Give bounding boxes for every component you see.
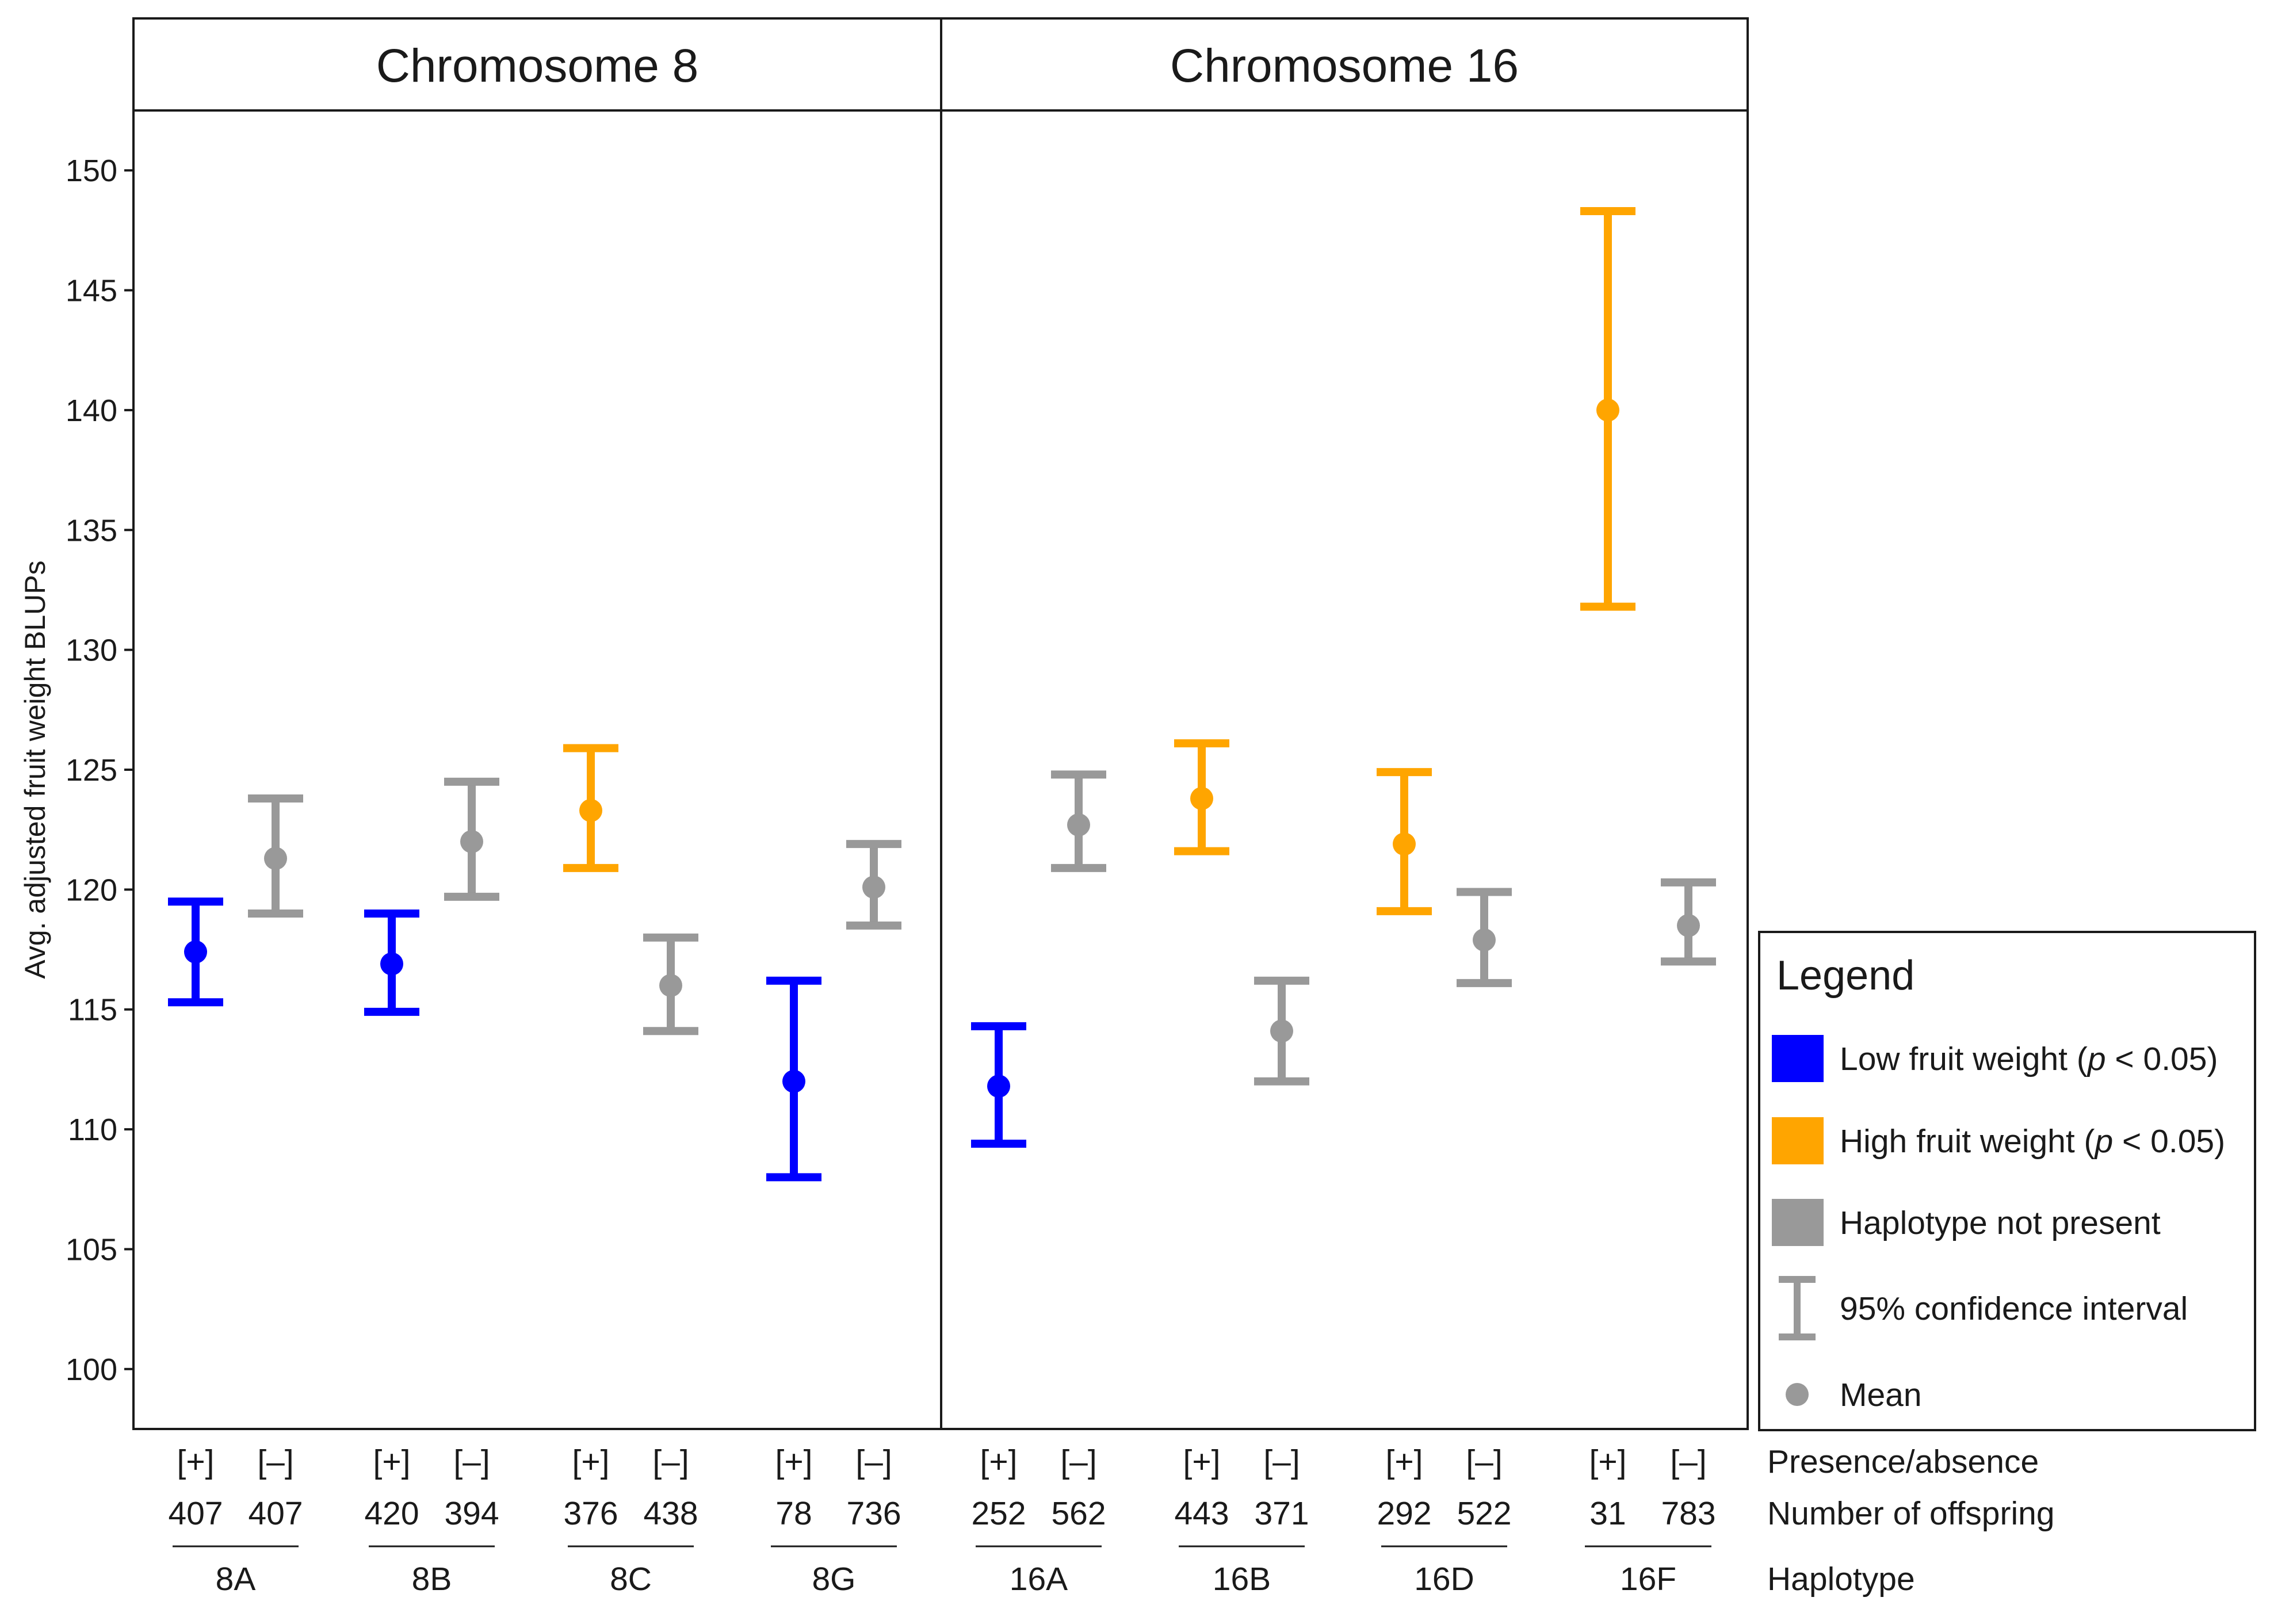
presence-label-8A-present: [+] bbox=[177, 1443, 215, 1480]
presence-label-16F-present: [+] bbox=[1589, 1443, 1627, 1480]
offspring-count-16D-absent: 522 bbox=[1457, 1495, 1511, 1532]
presence-label-16D-absent: [–] bbox=[1466, 1443, 1502, 1480]
legend-label-low-fruit-weight: Low fruit weight (p < 0.05) bbox=[1840, 1041, 2218, 1077]
mean-point-16D-present bbox=[1393, 832, 1416, 856]
panel-frame-chromosome-8 bbox=[132, 109, 942, 1430]
mean-point-16D-absent bbox=[1473, 928, 1496, 952]
mean-point-16A-absent bbox=[1067, 813, 1090, 836]
mean-point-8A-absent bbox=[264, 847, 287, 870]
mean-point-16A-present bbox=[987, 1075, 1010, 1098]
haplotype-label-8G: 8G bbox=[812, 1561, 855, 1598]
strip-chromosome-16 bbox=[940, 17, 1749, 112]
offspring-count-16A-present: 252 bbox=[971, 1495, 1026, 1532]
y-tick-label-110: 110 bbox=[68, 1113, 117, 1147]
offspring-count-16D-present: 292 bbox=[1377, 1495, 1431, 1532]
haplotype-label-16D: 16D bbox=[1414, 1561, 1474, 1598]
offspring-count-8C-absent: 438 bbox=[643, 1495, 698, 1532]
presence-label-8B-present: [+] bbox=[373, 1443, 411, 1480]
offspring-count-8B-absent: 394 bbox=[444, 1495, 499, 1532]
legend-label-95-confidence-interval: 95% confidence interval bbox=[1840, 1290, 2188, 1327]
mean-point-16F-absent bbox=[1677, 914, 1700, 937]
presence-label-16A-present: [+] bbox=[980, 1443, 1018, 1480]
y-tick-label-140: 140 bbox=[66, 393, 117, 428]
strip-chromosome-8 bbox=[132, 17, 942, 112]
offspring-count-16B-absent: 371 bbox=[1254, 1495, 1309, 1532]
haplotype-label-8C: 8C bbox=[610, 1561, 652, 1598]
y-tick-label-150: 150 bbox=[66, 154, 117, 188]
presence-label-16F-absent: [–] bbox=[1670, 1443, 1706, 1480]
mean-point-8A-present bbox=[184, 940, 207, 964]
mean-point-8G-absent bbox=[862, 876, 885, 899]
haplotype-label-16F: 16F bbox=[1620, 1561, 1676, 1598]
row-label-offspring: Number of offspring bbox=[1767, 1495, 2055, 1532]
presence-label-8G-present: [+] bbox=[775, 1443, 813, 1480]
presence-label-16D-present: [+] bbox=[1386, 1443, 1423, 1480]
legend-label-mean: Mean bbox=[1840, 1377, 1922, 1413]
offspring-count-16A-absent: 562 bbox=[1051, 1495, 1106, 1532]
offspring-count-16B-present: 443 bbox=[1174, 1495, 1229, 1532]
offspring-count-8A-present: 407 bbox=[168, 1495, 223, 1532]
mean-point-16B-absent bbox=[1270, 1019, 1293, 1043]
offspring-count-8B-present: 420 bbox=[364, 1495, 419, 1532]
legend-title: Legend bbox=[1776, 953, 1914, 999]
mean-point-8B-absent bbox=[460, 830, 483, 854]
y-tick-label-135: 135 bbox=[66, 513, 117, 548]
y-tick-label-145: 145 bbox=[66, 274, 117, 308]
mean-point-16B-present bbox=[1190, 787, 1213, 811]
offspring-count-8G-present: 78 bbox=[775, 1495, 812, 1532]
y-tick-label-120: 120 bbox=[66, 873, 117, 907]
presence-label-16A-absent: [–] bbox=[1060, 1443, 1096, 1480]
y-tick-label-125: 125 bbox=[66, 753, 117, 788]
offspring-count-8A-absent: 407 bbox=[248, 1495, 303, 1532]
presence-label-8C-absent: [–] bbox=[652, 1443, 689, 1480]
y-tick-label-100: 100 bbox=[66, 1352, 117, 1387]
row-label-haplotype: Haplotype bbox=[1767, 1561, 1915, 1598]
legend-label-haplotype-not-present: Haplotype not present bbox=[1840, 1205, 2161, 1241]
legend-label-high-fruit-weight: High fruit weight (p < 0.05) bbox=[1840, 1123, 2225, 1160]
mean-point-8C-present bbox=[579, 798, 602, 822]
haplotype-label-8A: 8A bbox=[216, 1561, 256, 1598]
haplotype-label-16B: 16B bbox=[1213, 1561, 1271, 1598]
legend-swatch-high-fruit-weight bbox=[1772, 1117, 1824, 1164]
offspring-count-16F-absent: 783 bbox=[1661, 1495, 1715, 1532]
legend-box bbox=[1758, 931, 2256, 1431]
presence-label-8A-absent: [–] bbox=[257, 1443, 293, 1480]
presence-label-16B-absent: [–] bbox=[1263, 1443, 1300, 1480]
legend-swatch-haplotype-not-present bbox=[1772, 1199, 1824, 1246]
offspring-count-8G-absent: 736 bbox=[846, 1495, 901, 1532]
strip-title-chromosome-8: Chromosome 8 bbox=[376, 40, 699, 92]
presence-label-8B-absent: [–] bbox=[453, 1443, 490, 1480]
y-tick-label-130: 130 bbox=[66, 633, 117, 668]
row-label-presence: Presence/absence bbox=[1767, 1443, 2039, 1480]
mean-point-8B-present bbox=[380, 952, 403, 976]
presence-label-8C-present: [+] bbox=[572, 1443, 610, 1480]
haplotype-label-8B: 8B bbox=[412, 1561, 452, 1598]
y-tick-label-115: 115 bbox=[68, 993, 117, 1027]
panel-frame-chromosome-16 bbox=[940, 109, 1749, 1430]
presence-label-16B-present: [+] bbox=[1183, 1443, 1221, 1480]
legend-swatch-low-fruit-weight bbox=[1772, 1035, 1824, 1082]
mean-point-16F-present bbox=[1596, 398, 1619, 422]
haplotype-label-16A: 16A bbox=[1010, 1561, 1068, 1598]
legend-mean-point bbox=[1786, 1383, 1809, 1406]
mean-point-8G-present bbox=[782, 1069, 805, 1093]
y-axis-label: Avg. adjusted fruit weight BLUPs bbox=[19, 560, 51, 979]
y-tick-label-105: 105 bbox=[66, 1232, 117, 1267]
offspring-count-16F-present: 31 bbox=[1589, 1495, 1626, 1532]
mean-point-8C-absent bbox=[659, 974, 682, 998]
presence-label-8G-absent: [–] bbox=[855, 1443, 892, 1480]
offspring-count-8C-present: 376 bbox=[563, 1495, 618, 1532]
strip-title-chromosome-16: Chromosome 16 bbox=[1170, 40, 1519, 92]
